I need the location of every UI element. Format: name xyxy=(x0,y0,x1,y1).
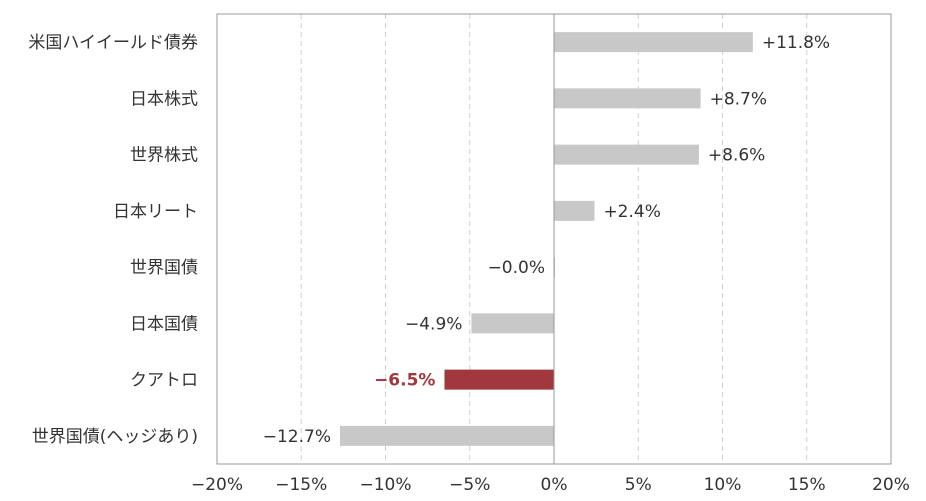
bar xyxy=(554,144,699,165)
bar xyxy=(340,425,554,446)
data-label: −4.9% xyxy=(405,314,462,334)
category-labels: 米国ハイイールド債券日本株式世界株式日本リート世界国債日本国債クアトロ世界国債(… xyxy=(28,33,198,447)
data-label: −6.5% xyxy=(374,371,435,391)
data-label: −12.7% xyxy=(263,427,331,447)
x-tick-label: 15% xyxy=(788,475,826,495)
bar xyxy=(554,88,701,109)
x-tick-label: 5% xyxy=(625,475,652,495)
bar xyxy=(554,32,753,53)
x-tick-label: −10% xyxy=(359,475,411,495)
category-label: 日本国債 xyxy=(130,314,198,334)
data-label: +8.7% xyxy=(710,89,767,109)
category-label: 世界株式 xyxy=(130,146,198,166)
data-label: +2.4% xyxy=(603,202,660,222)
category-label: クアトロ xyxy=(130,371,198,391)
data-label: +11.8% xyxy=(762,33,830,53)
category-label: 世界国債(ヘッジあり) xyxy=(32,427,198,447)
x-tick-label: 10% xyxy=(704,475,742,495)
x-tick-labels: −20% −15% −10% −5% 0% 5% 10% 15% 20% xyxy=(191,475,910,495)
bar xyxy=(554,200,595,221)
category-label: 米国ハイイールド債券 xyxy=(28,33,198,53)
x-tick-label: 20% xyxy=(872,475,910,495)
data-label: −0.0% xyxy=(488,258,545,278)
x-tick-label: 0% xyxy=(541,475,568,495)
category-label: 日本リート xyxy=(113,202,198,222)
value-labels: +11.8% +8.7% +8.6% +2.4% −0.0% −4.9% −6.5% −12.… xyxy=(263,33,830,447)
x-tick-label: −5% xyxy=(449,475,490,495)
category-label: 日本株式 xyxy=(130,89,198,109)
x-tick-label: −15% xyxy=(275,475,327,495)
category-label: 世界国債 xyxy=(130,258,198,278)
bar xyxy=(444,369,554,390)
bars xyxy=(340,32,753,446)
bar xyxy=(471,313,554,334)
data-label: +8.6% xyxy=(708,146,765,166)
x-tick-label: −20% xyxy=(191,475,243,495)
